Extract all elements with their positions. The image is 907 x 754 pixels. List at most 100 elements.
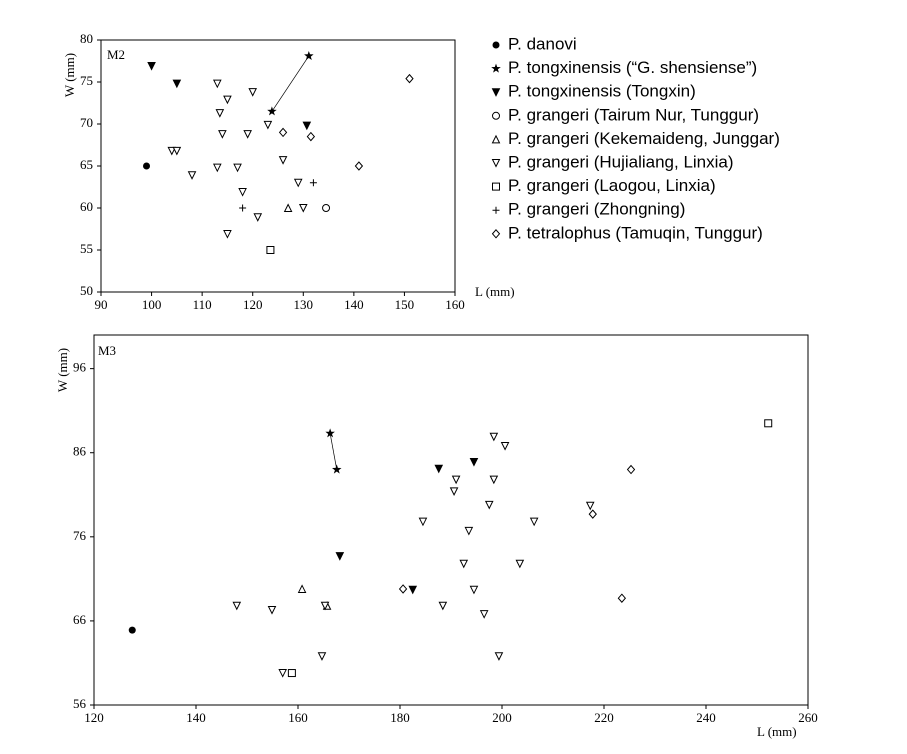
marker <box>278 156 288 165</box>
marker <box>304 51 314 60</box>
marker <box>626 464 636 475</box>
x-tick-label: 180 <box>390 710 410 725</box>
marker <box>213 163 222 173</box>
marker <box>492 41 500 49</box>
marker <box>263 120 273 130</box>
y-axis-label: W (mm) <box>55 348 70 392</box>
marker <box>332 464 342 474</box>
legend-label: P. grangeri (Kekemaideng, Junggar) <box>508 129 780 148</box>
marker <box>167 146 177 156</box>
marker <box>309 179 317 187</box>
legend-label: P. tetralophus (Tamuqin, Tunggur) <box>508 223 763 242</box>
marker <box>405 73 414 84</box>
marker <box>287 669 296 678</box>
marker <box>494 652 504 661</box>
marker <box>438 601 448 611</box>
marker <box>218 130 227 139</box>
marker <box>491 229 501 239</box>
marker <box>459 559 469 569</box>
marker <box>266 246 275 254</box>
x-tick-label: 120 <box>243 297 263 312</box>
panel-title: M2 <box>107 47 125 62</box>
marker <box>585 501 595 511</box>
y-tick-label: 56 <box>73 696 87 711</box>
marker <box>278 669 288 678</box>
marker <box>215 109 225 118</box>
marker <box>253 213 263 222</box>
marker <box>147 62 156 71</box>
marker <box>128 626 136 634</box>
marker <box>283 203 293 212</box>
marker <box>408 585 418 595</box>
y-tick-label: 66 <box>73 612 87 627</box>
marker <box>243 130 252 139</box>
x-tick-label: 160 <box>445 297 465 312</box>
y-tick-label: 96 <box>73 360 87 375</box>
legend-label: P. danovi <box>508 34 577 53</box>
marker <box>248 88 258 97</box>
legend-label: P. grangeri (Zhongning) <box>508 200 685 219</box>
marker <box>484 500 494 510</box>
x-tick-label: 200 <box>492 710 512 725</box>
marker <box>302 121 312 131</box>
x-tick-label: 100 <box>142 297 162 312</box>
x-tick-label: 150 <box>395 297 415 312</box>
x-tick-label: 120 <box>84 710 104 725</box>
x-axis-label: L (mm) <box>757 724 797 739</box>
x-tick-label: 140 <box>344 297 364 312</box>
marker <box>143 162 151 170</box>
plot-frame <box>93 334 809 706</box>
marker <box>491 159 501 168</box>
marker <box>434 464 444 474</box>
marker <box>320 601 330 611</box>
connector <box>271 55 310 112</box>
legend-label: P. tongxinensis (Tongxin) <box>508 82 696 101</box>
y-tick-label: 86 <box>73 444 87 459</box>
marker <box>588 509 597 519</box>
marker <box>492 111 500 120</box>
marker <box>233 163 242 173</box>
plot-frame <box>100 39 456 293</box>
marker <box>232 601 242 611</box>
legend-label: P. grangeri (Laogou, Linxia) <box>508 176 716 195</box>
y-tick-label: 65 <box>80 157 93 172</box>
marker <box>469 585 479 595</box>
y-tick-label: 75 <box>80 73 93 88</box>
x-tick-label: 140 <box>186 710 206 725</box>
marker <box>489 475 499 485</box>
marker <box>293 178 303 188</box>
marker <box>469 457 479 467</box>
x-tick-label: 240 <box>696 710 716 725</box>
marker <box>298 204 308 213</box>
marker <box>764 419 773 428</box>
marker <box>322 204 331 212</box>
y-tick-label: 60 <box>80 199 93 214</box>
x-tick-label: 220 <box>594 710 614 725</box>
marker <box>479 610 489 619</box>
y-axis-label: W (mm) <box>62 53 77 97</box>
marker <box>515 559 525 569</box>
marker <box>464 526 474 536</box>
marker <box>267 605 277 615</box>
legend-label: P. tongxinensis (“G. shensiense”) <box>508 58 757 77</box>
marker <box>529 517 539 527</box>
marker <box>223 230 232 239</box>
marker <box>491 134 501 144</box>
marker <box>325 428 335 438</box>
marker <box>398 584 408 594</box>
x-tick-label: 110 <box>193 297 212 312</box>
marker <box>223 95 232 105</box>
marker <box>489 432 499 442</box>
marker <box>491 63 501 73</box>
x-tick-label: 160 <box>288 710 308 725</box>
marker <box>238 188 247 197</box>
marker <box>297 584 307 593</box>
marker <box>172 79 182 89</box>
panel-title: M3 <box>98 343 116 358</box>
y-tick-label: 55 <box>80 241 93 256</box>
marker <box>278 127 288 138</box>
y-tick-label: 80 <box>80 31 93 46</box>
marker <box>492 206 500 214</box>
x-tick-label: 90 <box>95 297 108 312</box>
